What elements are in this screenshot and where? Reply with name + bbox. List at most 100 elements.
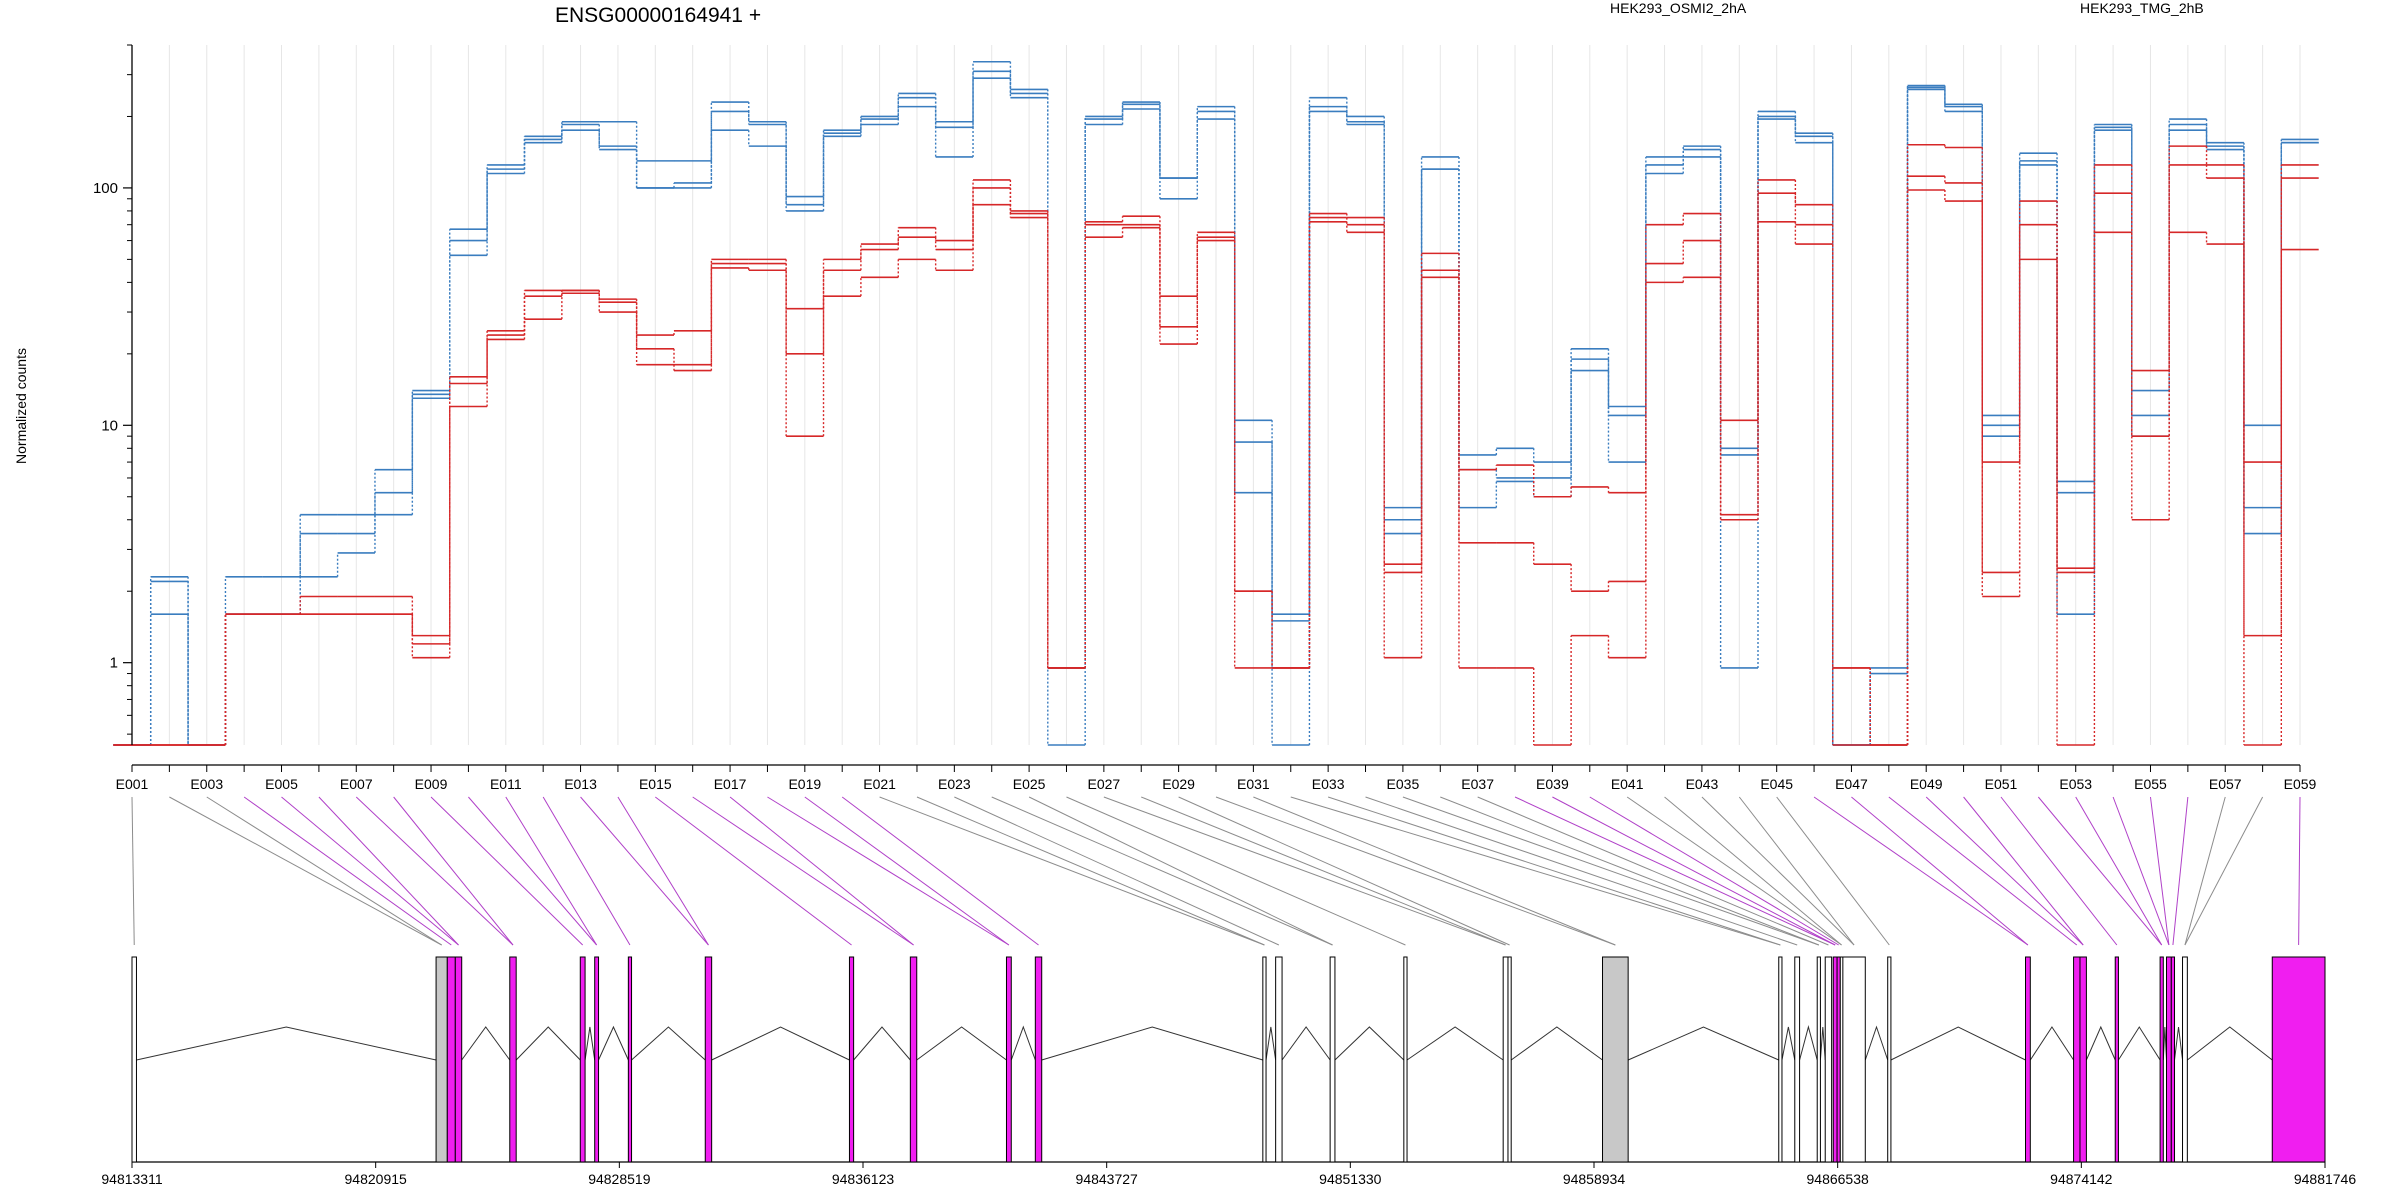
gene-exon-28	[1842, 956, 1866, 1163]
x-tick-label-E051: E051	[1985, 776, 2018, 792]
connector-E011	[505, 796, 598, 946]
connector-E054	[2112, 796, 2170, 946]
connector-E057	[2184, 796, 2226, 946]
gene-exon-1	[131, 956, 137, 1163]
gene-exon-5	[509, 956, 517, 1163]
intron-5	[515, 1026, 581, 1061]
x-tick-label-E041: E041	[1611, 776, 1644, 792]
y-tick-label-10: 10	[101, 417, 118, 434]
connector-E025	[1028, 796, 1333, 946]
gene-exon-24	[1824, 956, 1833, 1163]
y-tick-label-1: 1	[110, 655, 118, 672]
x-tick-label-E001: E001	[116, 776, 149, 792]
intron-7	[598, 1025, 629, 1061]
x-tick-label-E007: E007	[340, 776, 373, 792]
intron-34	[2162, 1026, 2168, 1061]
gene-exon-30	[2025, 956, 2031, 1163]
intron-22	[1799, 1025, 1818, 1061]
x-tick-label-E015: E015	[639, 776, 672, 792]
x-tick-label-E011: E011	[490, 776, 522, 792]
connector-E018	[767, 796, 1010, 946]
chart-title: ENSG00000164941 +	[555, 4, 761, 27]
connector-E013	[580, 796, 709, 946]
gene-exon-7	[594, 956, 600, 1163]
intron-8	[631, 1026, 706, 1061]
x-tick-label-E049: E049	[1910, 776, 1943, 792]
intron-32	[2085, 1025, 2116, 1061]
gene-coordinate-label-94836123: 94836123	[832, 1171, 895, 1187]
x-tick-label-E009: E009	[415, 776, 448, 792]
connector-E008	[393, 796, 514, 946]
y-axis-label: Normalized counts	[13, 348, 29, 464]
connector-E030	[1215, 796, 1616, 946]
intron-10	[853, 1026, 911, 1061]
legend-entry-osmi2: HEK293_OSMI2_2hA	[1610, 0, 1747, 16]
intron-6	[584, 1026, 596, 1061]
gene-exon-29	[1887, 956, 1892, 1163]
gene-exon-22	[1794, 956, 1801, 1163]
connector-E056	[2172, 796, 2189, 946]
connector-E007	[355, 796, 514, 946]
connector-E052	[2037, 796, 2163, 946]
gene-exon-37	[2182, 956, 2188, 1163]
gene-exon-35	[2166, 956, 2172, 1163]
gene-exon-6	[579, 956, 586, 1163]
connector-E049	[1925, 796, 2084, 946]
connector-E038	[1514, 796, 1836, 946]
gene-exon-33	[2114, 956, 2119, 1163]
chart-axes: 1 10 100 E001 E003 E005 E007 E009 E011 E013 E015 E0…	[93, 44, 2317, 792]
connector-E036	[1440, 796, 1819, 946]
intron-15	[1281, 1026, 1331, 1061]
gene-exon-10	[848, 956, 855, 1163]
gene-exon-21	[1778, 956, 1783, 1163]
gene-exon-20	[1602, 956, 1629, 1163]
connector-E027	[1103, 796, 1506, 946]
x-tick-label-E031: E031	[1237, 776, 1270, 792]
exon-connector-lines	[131, 796, 2301, 946]
connector-E044	[1738, 796, 1855, 946]
gene-exon-31	[2073, 956, 2081, 1163]
connector-E058	[2184, 796, 2264, 946]
gene-coordinate-label-94813311: 94813311	[101, 1171, 162, 1187]
connector-E002	[169, 796, 442, 946]
intron-1	[136, 1026, 437, 1061]
connector-E029	[1178, 796, 1510, 946]
connector-E033	[1327, 796, 1781, 946]
gene-exon-18	[1502, 956, 1509, 1163]
x-tick-label-E035: E035	[1387, 776, 1420, 792]
x-tick-label-E029: E029	[1162, 776, 1195, 792]
intron-11	[916, 1026, 1007, 1061]
x-tick-label-E053: E053	[2059, 776, 2092, 792]
connector-E026	[1066, 796, 1406, 946]
intron-30	[2029, 1026, 2074, 1061]
intron-17	[1406, 1026, 1504, 1061]
x-tick-label-E047: E047	[1835, 776, 1868, 792]
connector-E031	[1253, 796, 1616, 946]
intron-28	[1864, 1025, 1889, 1061]
intron-13	[1041, 1026, 1263, 1061]
series-layer	[113, 60, 2319, 746]
x-tick-label-E023: E023	[938, 776, 971, 792]
x-tick-label-E033: E033	[1312, 776, 1345, 792]
intron-29	[1890, 1026, 2026, 1061]
connector-E045	[1776, 796, 1890, 946]
gene-exon-32	[2079, 956, 2087, 1163]
y-tick-label-100: 100	[93, 180, 118, 197]
x-tick-label-E013: E013	[564, 776, 597, 792]
connector-E043	[1701, 796, 1855, 946]
connector-E041	[1626, 796, 1842, 946]
connector-E017	[729, 796, 914, 946]
gene-coordinate-label-94866538: 94866538	[1807, 1171, 1870, 1187]
connector-E021	[879, 796, 1265, 946]
connector-E014	[617, 796, 709, 946]
gene-exon-4	[454, 956, 463, 1163]
intron-36	[2174, 1026, 2184, 1061]
gene-exon-17	[1403, 956, 1408, 1163]
gene-exon-2	[435, 956, 448, 1163]
connector-E015	[655, 796, 852, 946]
connector-E028	[1141, 796, 1506, 946]
x-tick-label-E045: E045	[1760, 776, 1793, 792]
gene-exon-34	[2159, 956, 2164, 1163]
x-tick-label-E025: E025	[1013, 776, 1046, 792]
